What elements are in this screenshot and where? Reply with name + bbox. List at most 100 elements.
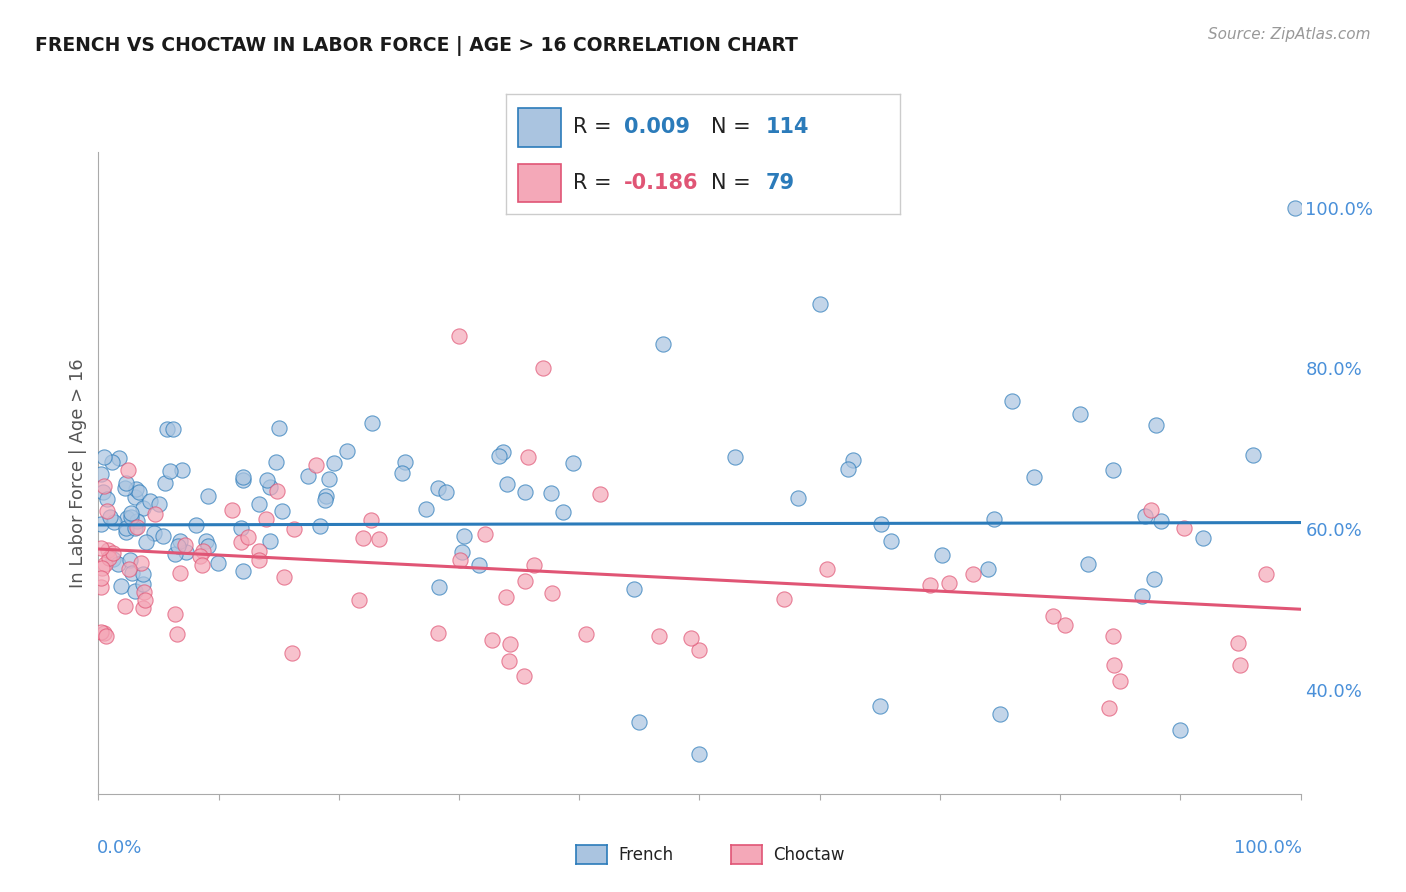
Point [135,535,157,549]
Point [94,629,117,643]
Point [197,540,219,554]
Point [689,747,711,761]
Point [724,450,747,464]
Point [467,558,489,573]
Point [159,464,181,478]
Point [1022,469,1045,483]
Point [1042,609,1064,624]
Point [415,502,437,516]
Point [247,544,270,558]
Point [266,484,288,499]
Text: Choctaw: Choctaw [773,846,845,863]
Point [125,482,148,496]
Point [688,642,710,657]
Point [101,546,124,560]
Point [191,558,214,572]
Point [772,592,794,607]
Point [273,570,295,584]
Point [498,637,520,651]
Point [162,422,184,436]
Point [97,543,120,558]
Point [589,487,612,501]
Point [93,478,115,492]
Point [96,492,118,507]
Point [169,566,191,580]
Point [1170,723,1192,737]
Point [453,528,475,542]
Point [156,422,179,436]
Y-axis label: In Labor Force | Age > 16: In Labor Force | Age > 16 [69,358,87,588]
Point [541,586,564,600]
Point [115,475,138,490]
Text: 0.009: 0.009 [624,118,690,137]
Point [870,517,893,532]
Point [163,607,186,621]
Point [117,510,139,524]
Point [169,534,191,549]
Point [166,539,188,553]
Point [305,458,328,473]
Point [434,484,457,499]
Point [495,591,517,605]
Point [347,593,370,607]
Point [132,601,155,615]
Point [314,492,336,507]
Point [194,533,217,548]
Point [983,512,1005,526]
Point [513,669,536,683]
Point [124,584,146,599]
Point [531,361,554,376]
Point [513,484,536,499]
Point [1001,393,1024,408]
Text: -0.186: -0.186 [624,173,699,193]
Point [134,593,156,607]
Point [114,521,136,535]
Point [681,632,703,646]
Point [918,578,941,592]
Point [93,626,115,640]
Point [450,553,472,567]
Point [1256,567,1278,582]
Point [1102,463,1125,477]
Point [232,473,254,487]
Text: 0.0%: 0.0% [97,838,142,857]
Point [283,522,305,536]
Point [808,297,831,311]
Point [1077,558,1099,572]
Point [481,633,503,648]
Text: N =: N = [711,173,758,193]
Point [962,566,984,581]
Point [297,468,319,483]
Point [495,476,517,491]
Point [1130,589,1153,603]
FancyBboxPatch shape [517,163,561,202]
Point [91,484,114,499]
Point [1102,629,1125,643]
Point [124,521,146,535]
Point [837,462,859,476]
Point [132,501,155,516]
Point [931,548,953,562]
Point [103,515,125,529]
Point [94,557,117,571]
Point [447,329,470,343]
Point [1144,417,1167,432]
Point [988,706,1011,721]
Point [1192,531,1215,545]
Point [129,556,152,570]
Point [623,582,645,597]
Point [427,481,450,495]
Point [391,466,413,480]
Point [90,541,112,556]
Point [98,550,121,565]
Point [188,549,211,563]
Point [142,526,165,541]
Point [254,512,277,526]
Point [93,450,115,464]
Point [90,571,112,585]
Point [232,469,254,483]
Point [628,714,651,729]
Point [229,520,252,534]
Point [1140,503,1163,517]
Point [815,562,838,576]
